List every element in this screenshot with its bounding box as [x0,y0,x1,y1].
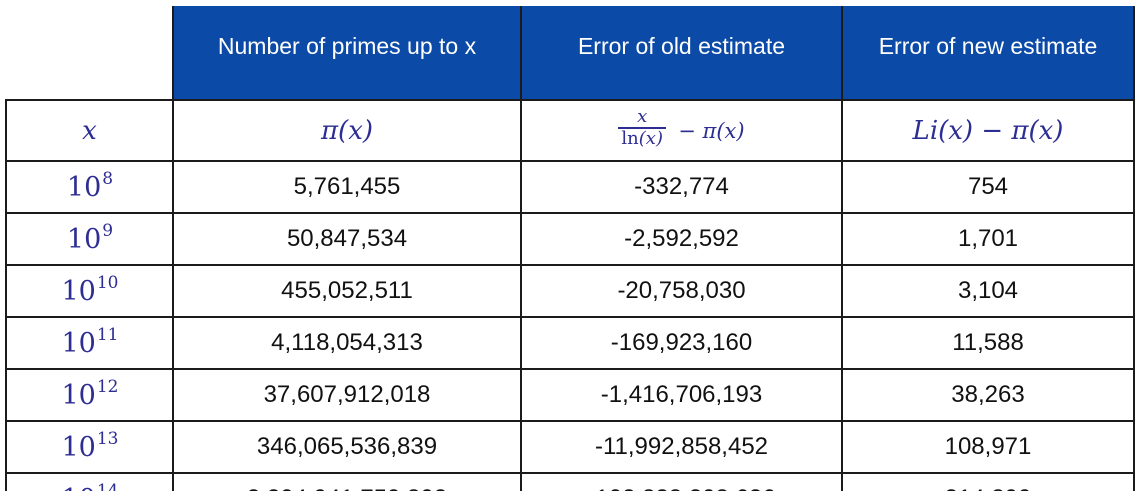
x-value-cell: 108 [5,160,174,214]
old-error-cell: -102,838,308,636 [520,472,843,491]
table-row: 1011 4,118,054,313 -169,923,160 11,588 [5,316,1135,370]
old-error-cell: -332,774 [520,160,843,214]
new-error-cell: 11,588 [841,316,1135,370]
x-value-cell: 1013 [5,420,174,474]
pi-value-cell: 3,204,941,750,802 [172,472,522,491]
new-error-cell: 38,263 [841,368,1135,422]
new-error-cell: 1,701 [841,212,1135,266]
table-row: 109 50,847,534 -2,592,592 1,701 [5,212,1135,266]
new-error-cell: 108,971 [841,420,1135,474]
old-error-cell: -20,758,030 [520,264,843,318]
minus-pi-x: − π(x) [678,118,745,143]
exponent: 10 [96,272,119,293]
old-error-cell: -169,923,160 [520,316,843,370]
group-header-new-error: Error of new estimate [841,6,1135,101]
pi-value-cell: 50,847,534 [172,212,522,266]
empty-corner-cell [6,6,173,100]
prime-counting-table: Number of primes up to x Error of old es… [5,6,1135,491]
old-error-cell: -2,592,592 [520,212,843,266]
column-header-old-estimate-formula: x ln(x) − π(x) [520,99,843,162]
pi-value-cell: 4,118,054,313 [172,316,522,370]
exponent: 14 [96,480,119,491]
pi-x-formula: π(x) [320,115,374,146]
pi-value-cell: 455,052,511 [172,264,522,318]
table-row: 1012 37,607,912,018 -1,416,706,193 38,26… [5,368,1135,422]
table-row: 108 5,761,455 -332,774 754 [5,160,1135,214]
x-value-cell: 1010 [5,264,174,318]
new-error-cell: 314,890 [841,472,1135,491]
exponent: 8 [102,168,114,189]
fraction-x-over-ln-x: x ln(x) [618,106,666,149]
pi-value-cell: 5,761,455 [172,160,522,214]
group-header-primes: Number of primes up to x [172,6,522,101]
exponent: 12 [96,376,119,397]
table-row: 1010 455,052,511 -20,758,030 3,104 [5,264,1135,318]
old-error-cell: -1,416,706,193 [520,368,843,422]
column-header-new-estimate-formula: Li(x) − π(x) [841,99,1135,162]
new-error-cell: 754 [841,160,1135,214]
exponent: 9 [102,220,114,241]
li-x-formula: Li(x) − π(x) [912,115,1064,146]
group-header-old-error: Error of old estimate [520,6,843,101]
table-row: 1013 346,065,536,839 -11,992,858,452 108… [5,420,1135,474]
table-row: 1014 3,204,941,750,802 -102,838,308,636 … [5,472,1135,491]
x-value-cell: 109 [5,212,174,266]
column-header-x: x [5,99,174,162]
x-value-cell: 1011 [5,316,174,370]
old-error-cell: -11,992,858,452 [520,420,843,474]
group-header-row: Number of primes up to x Error of old es… [6,6,1135,101]
pi-value-cell: 37,607,912,018 [172,368,522,422]
pi-value-cell: 346,065,536,839 [172,420,522,474]
exponent: 11 [96,324,119,345]
exponent: 13 [96,428,119,449]
new-error-cell: 3,104 [841,264,1135,318]
fraction-denominator: ln(x) [618,127,666,149]
x-value-cell: 1014 [5,472,174,491]
x-value-cell: 1012 [5,368,174,422]
math-header-row: x π(x) x ln(x) − π(x) Li(x) − π(x) [5,99,1135,162]
column-header-pi-x: π(x) [172,99,522,162]
x-symbol: x [82,115,97,146]
fraction-numerator: x [637,106,648,128]
